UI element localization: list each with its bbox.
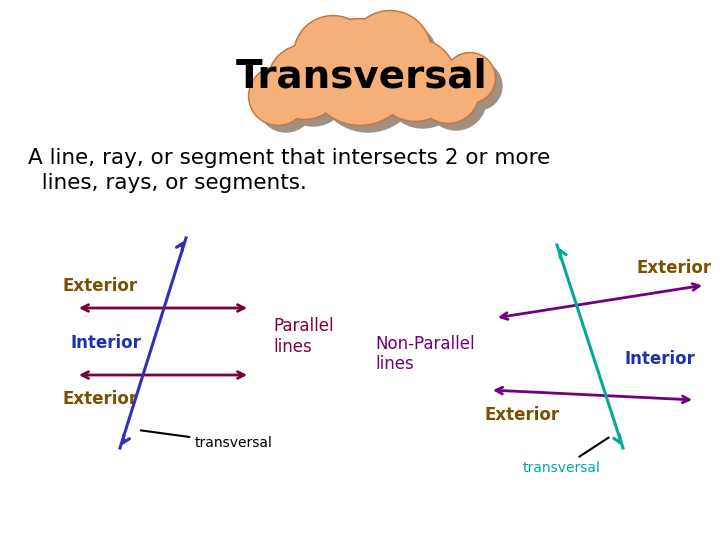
Circle shape: [308, 20, 412, 124]
Circle shape: [358, 20, 438, 100]
Circle shape: [426, 70, 486, 130]
Circle shape: [258, 76, 314, 132]
Circle shape: [418, 62, 478, 122]
Text: Transversal: Transversal: [236, 57, 488, 95]
Circle shape: [277, 54, 349, 126]
Text: transversal: transversal: [523, 437, 608, 475]
Text: A line, ray, or segment that intersects 2 or more: A line, ray, or segment that intersects …: [28, 148, 550, 168]
Circle shape: [375, 40, 455, 120]
Text: Exterior: Exterior: [637, 259, 712, 277]
Circle shape: [250, 68, 306, 124]
Circle shape: [350, 12, 430, 92]
Text: lines, rays, or segments.: lines, rays, or segments.: [28, 173, 307, 193]
Circle shape: [454, 62, 502, 110]
Text: Interior: Interior: [625, 350, 696, 368]
Text: Exterior: Exterior: [63, 390, 138, 408]
Circle shape: [444, 52, 495, 104]
Text: Interior: Interior: [70, 334, 141, 353]
Circle shape: [374, 38, 456, 122]
Circle shape: [303, 25, 379, 101]
Circle shape: [348, 10, 431, 93]
Text: Parallel
lines: Parallel lines: [273, 317, 333, 356]
Text: Exterior: Exterior: [485, 406, 560, 424]
Circle shape: [446, 54, 494, 102]
Text: Exterior: Exterior: [63, 277, 138, 295]
Circle shape: [416, 60, 480, 124]
Circle shape: [294, 16, 372, 94]
Text: Non-Parallel
lines: Non-Parallel lines: [375, 335, 474, 373]
Circle shape: [269, 46, 341, 118]
Circle shape: [248, 66, 307, 125]
Circle shape: [307, 18, 413, 125]
Circle shape: [383, 48, 463, 128]
Text: transversal: transversal: [140, 430, 273, 450]
Circle shape: [295, 17, 371, 93]
Circle shape: [316, 28, 420, 132]
Circle shape: [268, 44, 343, 119]
